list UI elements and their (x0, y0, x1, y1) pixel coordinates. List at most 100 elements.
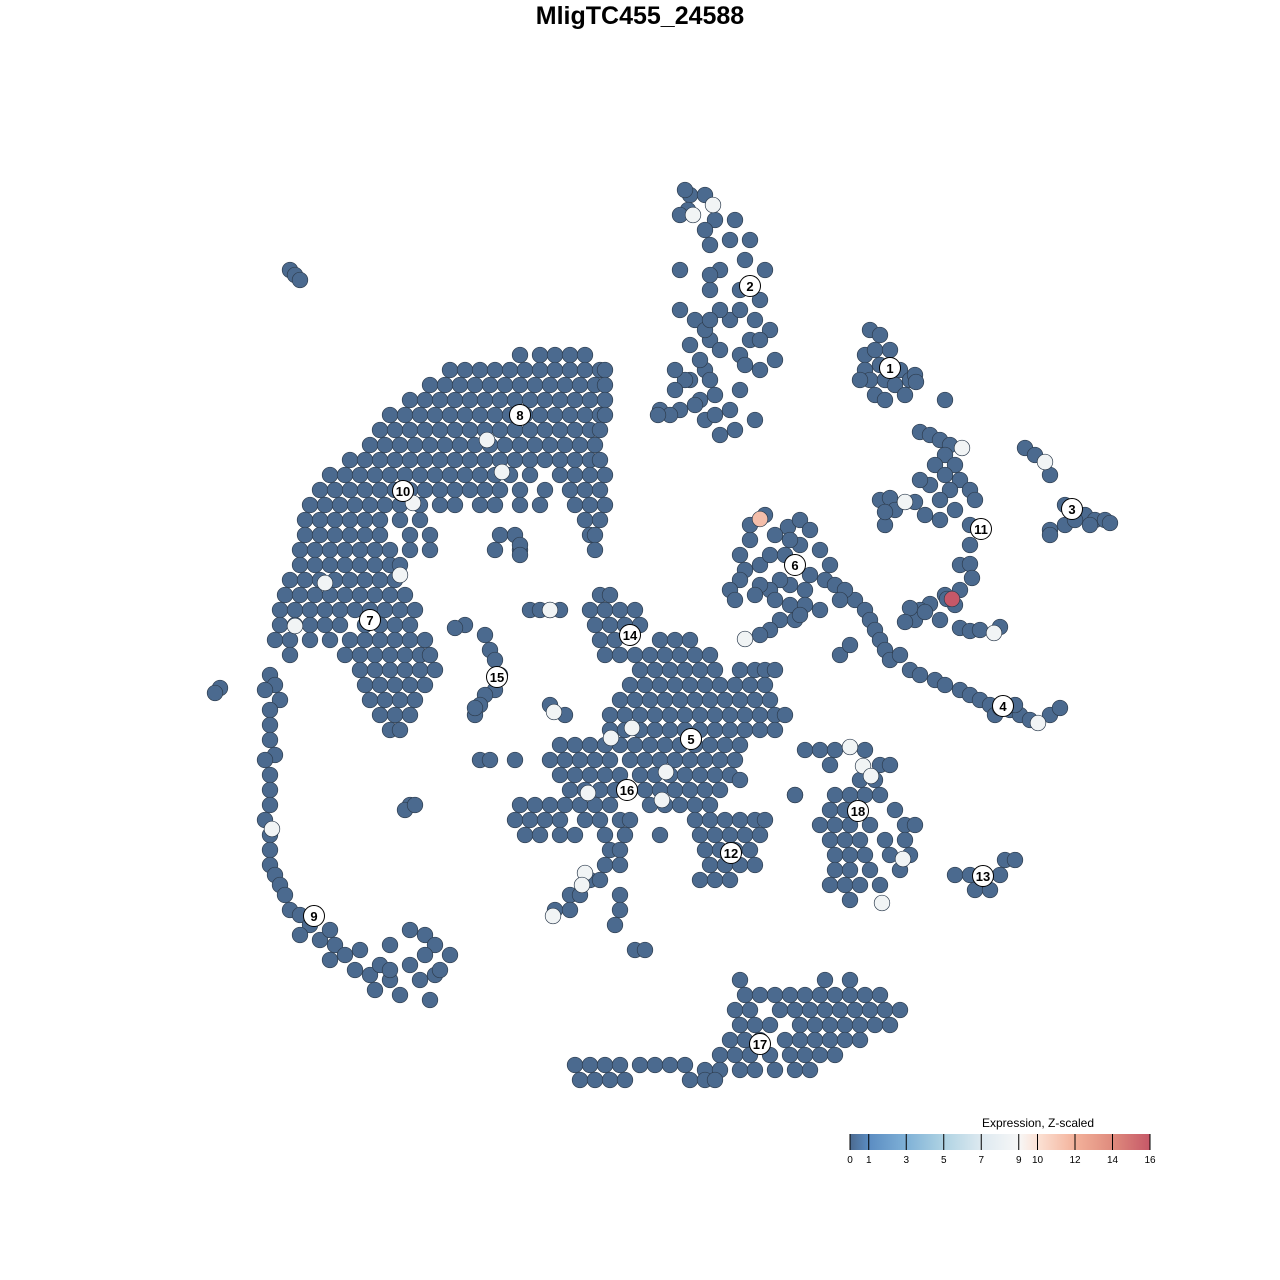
cluster-label-7: 7 (359, 609, 381, 631)
cell-point (621, 676, 639, 694)
cell-point (351, 941, 369, 959)
cell-point (751, 291, 769, 309)
cell-point (706, 766, 724, 784)
cell-point (531, 496, 549, 514)
cell-point (836, 1016, 854, 1034)
cell-point (591, 511, 609, 529)
cluster-label-16: 16 (616, 779, 638, 801)
cell-point (371, 706, 389, 724)
cell-point (671, 301, 689, 319)
cell-point (321, 631, 339, 649)
cell-point (826, 846, 844, 864)
cell-point (761, 321, 779, 339)
cell-point (506, 451, 524, 469)
cell-point (573, 876, 591, 894)
cell-point (331, 616, 349, 634)
cell-point (366, 586, 384, 604)
cell-point (441, 466, 459, 484)
cell-point (691, 871, 709, 889)
cell-point (706, 386, 724, 404)
cell-point (611, 901, 629, 919)
cluster-label-text: 15 (490, 670, 504, 685)
cell-point (606, 916, 624, 934)
cell-point (726, 1001, 744, 1019)
cell-point (936, 466, 954, 484)
cluster-label-badge (680, 728, 702, 750)
cell-point (581, 391, 599, 409)
cell-point (516, 361, 534, 379)
cell-point (326, 481, 344, 499)
cell-point (971, 621, 989, 639)
cell-point (531, 406, 549, 424)
cell-point (841, 738, 859, 756)
cell-point (806, 1016, 824, 1034)
legend-tick-label: 3 (903, 1155, 909, 1166)
cell-point (536, 811, 554, 829)
cell-point (356, 631, 374, 649)
cell-point (891, 646, 909, 664)
cluster-label-text: 14 (623, 628, 638, 643)
cell-point (681, 631, 699, 649)
cell-point (361, 496, 379, 514)
cell-point (361, 691, 379, 709)
cell-point (616, 1071, 634, 1089)
cell-point (831, 646, 849, 664)
cell-point (326, 526, 344, 544)
cell-point (286, 617, 304, 635)
cell-point (741, 231, 759, 249)
cell-point (581, 736, 599, 754)
cell-point (871, 986, 889, 1004)
cell-point (496, 436, 514, 454)
cluster-label-text: 5 (687, 732, 694, 747)
cell-point (561, 406, 579, 424)
cell-point (746, 691, 764, 709)
cell-point (551, 766, 569, 784)
cluster-label-badge (720, 842, 742, 864)
cell-point (736, 630, 754, 648)
cell-point (556, 436, 574, 454)
cell-point (953, 439, 971, 457)
cell-point (366, 646, 384, 664)
cell-point (566, 466, 584, 484)
cell-point (586, 616, 604, 634)
cell-point (556, 796, 574, 814)
cell-point (746, 1061, 764, 1079)
cluster-label-3: 3 (1061, 498, 1083, 520)
cell-point (646, 1056, 664, 1074)
cell-point (706, 706, 724, 724)
cell-point (641, 691, 659, 709)
cell-point (401, 631, 419, 649)
cell-point (566, 451, 584, 469)
cell-point (801, 566, 819, 584)
cell-point (701, 371, 719, 389)
cell-point (566, 391, 584, 409)
cell-point (386, 631, 404, 649)
cell-point (656, 646, 674, 664)
cell-point (376, 691, 394, 709)
cell-point (636, 941, 654, 959)
cell-point (826, 786, 844, 804)
cell-point (401, 451, 419, 469)
cell-point (626, 601, 644, 619)
cluster-label-text: 18 (851, 804, 865, 819)
cell-point (841, 971, 859, 989)
cell-point (701, 236, 719, 254)
cell-point (1051, 699, 1069, 717)
cell-point (766, 661, 784, 679)
cell-point (676, 766, 694, 784)
cell-point (821, 801, 839, 819)
cell-point (826, 986, 844, 1004)
cell-point (706, 406, 724, 424)
cell-point (566, 766, 584, 784)
legend-tick-label: 10 (1032, 1155, 1044, 1166)
cluster-label-6: 6 (784, 554, 806, 576)
cell-point (386, 421, 404, 439)
cell-point (493, 463, 511, 481)
cell-point (401, 421, 419, 439)
cell-point (396, 586, 414, 604)
cell-point (811, 601, 829, 619)
cell-point (441, 406, 459, 424)
cell-point (546, 361, 564, 379)
cell-point (511, 481, 529, 499)
cell-point (336, 646, 354, 664)
